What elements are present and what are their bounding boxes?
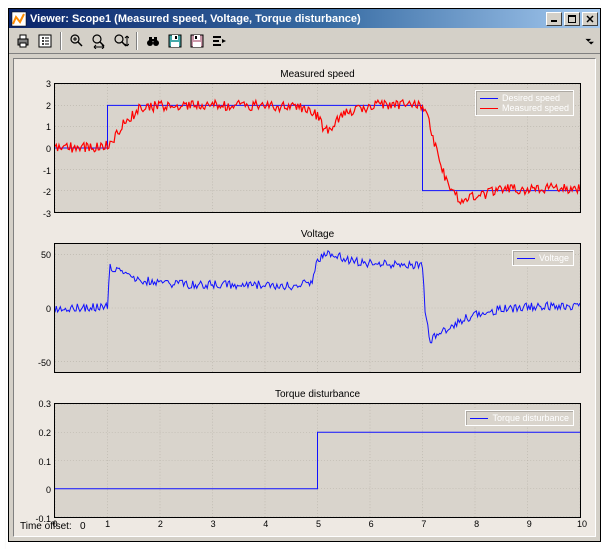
subplot-title: Voltage: [54, 229, 581, 240]
ytick-label: -2: [43, 187, 51, 197]
legend: Torque disturbance: [465, 410, 574, 426]
xtick-label: 8: [474, 519, 479, 529]
ytick-label: 0: [46, 485, 51, 495]
axes[interactable]: -50050Voltage: [54, 243, 581, 373]
window-buttons: [544, 12, 598, 26]
plot-area: Time offset: 0 Measured speed-3-2-10123D…: [13, 58, 596, 537]
outer-frame: Viewer: Scope1 (Measured speed, Voltage,…: [6, 6, 601, 549]
ytick-label: -0.1: [35, 514, 51, 524]
zoom-y-icon[interactable]: [111, 31, 131, 51]
ytick-label: -3: [43, 209, 51, 219]
xtick-label: 7: [421, 519, 426, 529]
zoom-in-icon[interactable]: [67, 31, 87, 51]
ytick-label: 1: [46, 122, 51, 132]
viewer-window: Viewer: Scope1 (Measured speed, Voltage,…: [8, 8, 601, 542]
subplot-1: Voltage-50050Voltage: [54, 243, 581, 373]
legend-swatch: [480, 108, 498, 109]
titlebar: Viewer: Scope1 (Measured speed, Voltage,…: [9, 9, 600, 28]
window-title: Viewer: Scope1 (Measured speed, Voltage,…: [30, 13, 544, 25]
autoscale-icon[interactable]: [143, 31, 163, 51]
xtick-label: 10: [577, 519, 587, 529]
subplot-title: Measured speed: [54, 69, 581, 80]
subplot-title: Torque disturbance: [54, 389, 581, 400]
xtick-label: 0: [52, 519, 57, 529]
close-button[interactable]: [582, 12, 598, 26]
legend-item: Torque disturbance: [470, 413, 569, 423]
ytick-label: 0.2: [38, 428, 51, 438]
app-icon: [11, 11, 27, 27]
maximize-button[interactable]: [564, 12, 580, 26]
xtick-label: 9: [527, 519, 532, 529]
xtick-label: 1: [105, 519, 110, 529]
toolbar-separator: [136, 32, 138, 50]
ytick-label: -1: [43, 166, 51, 176]
legend-swatch: [517, 258, 535, 259]
print-icon[interactable]: [13, 31, 33, 51]
legend-label: Measured speed: [502, 103, 569, 113]
zoom-x-icon[interactable]: [89, 31, 109, 51]
restore-axes-icon[interactable]: [187, 31, 207, 51]
legend-item: Measured speed: [480, 103, 569, 113]
legend: Desired speedMeasured speed: [475, 90, 574, 116]
legend-item: Voltage: [517, 253, 569, 263]
save-axes-icon[interactable]: [165, 31, 185, 51]
minimize-button[interactable]: [546, 12, 562, 26]
xtick-label: 6: [369, 519, 374, 529]
axes[interactable]: -3-2-10123Desired speedMeasured speed: [54, 83, 581, 213]
legend-swatch: [480, 98, 498, 99]
ytick-label: 2: [46, 101, 51, 111]
time-offset-value: 0: [80, 521, 86, 532]
legend: Voltage: [512, 250, 574, 266]
ytick-label: 0.1: [38, 457, 51, 467]
params-icon[interactable]: [35, 31, 55, 51]
float-icon[interactable]: [209, 31, 229, 51]
xtick-label: 4: [263, 519, 268, 529]
subplot-0: Measured speed-3-2-10123Desired speedMea…: [54, 83, 581, 213]
legend-label: Torque disturbance: [492, 413, 569, 423]
legend-label: Desired speed: [502, 93, 560, 103]
xtick-label: 2: [158, 519, 163, 529]
toolbar: [9, 28, 600, 54]
ytick-label: 0: [46, 304, 51, 314]
legend-label: Voltage: [539, 253, 569, 263]
ytick-label: -50: [38, 358, 51, 368]
legend-item: Desired speed: [480, 93, 569, 103]
legend-swatch: [470, 418, 488, 419]
subplot-2: Torque disturbance-0.100.10.20.301234567…: [54, 403, 581, 518]
ytick-label: 50: [41, 250, 51, 260]
xtick-label: 5: [316, 519, 321, 529]
menu-chevron-icon[interactable]: [582, 34, 596, 48]
ytick-label: 0: [46, 144, 51, 154]
toolbar-separator: [60, 32, 62, 50]
axes[interactable]: -0.100.10.20.3012345678910Torque disturb…: [54, 403, 581, 518]
ytick-label: 3: [46, 79, 51, 89]
ytick-label: 0.3: [38, 399, 51, 409]
xtick-label: 3: [211, 519, 216, 529]
